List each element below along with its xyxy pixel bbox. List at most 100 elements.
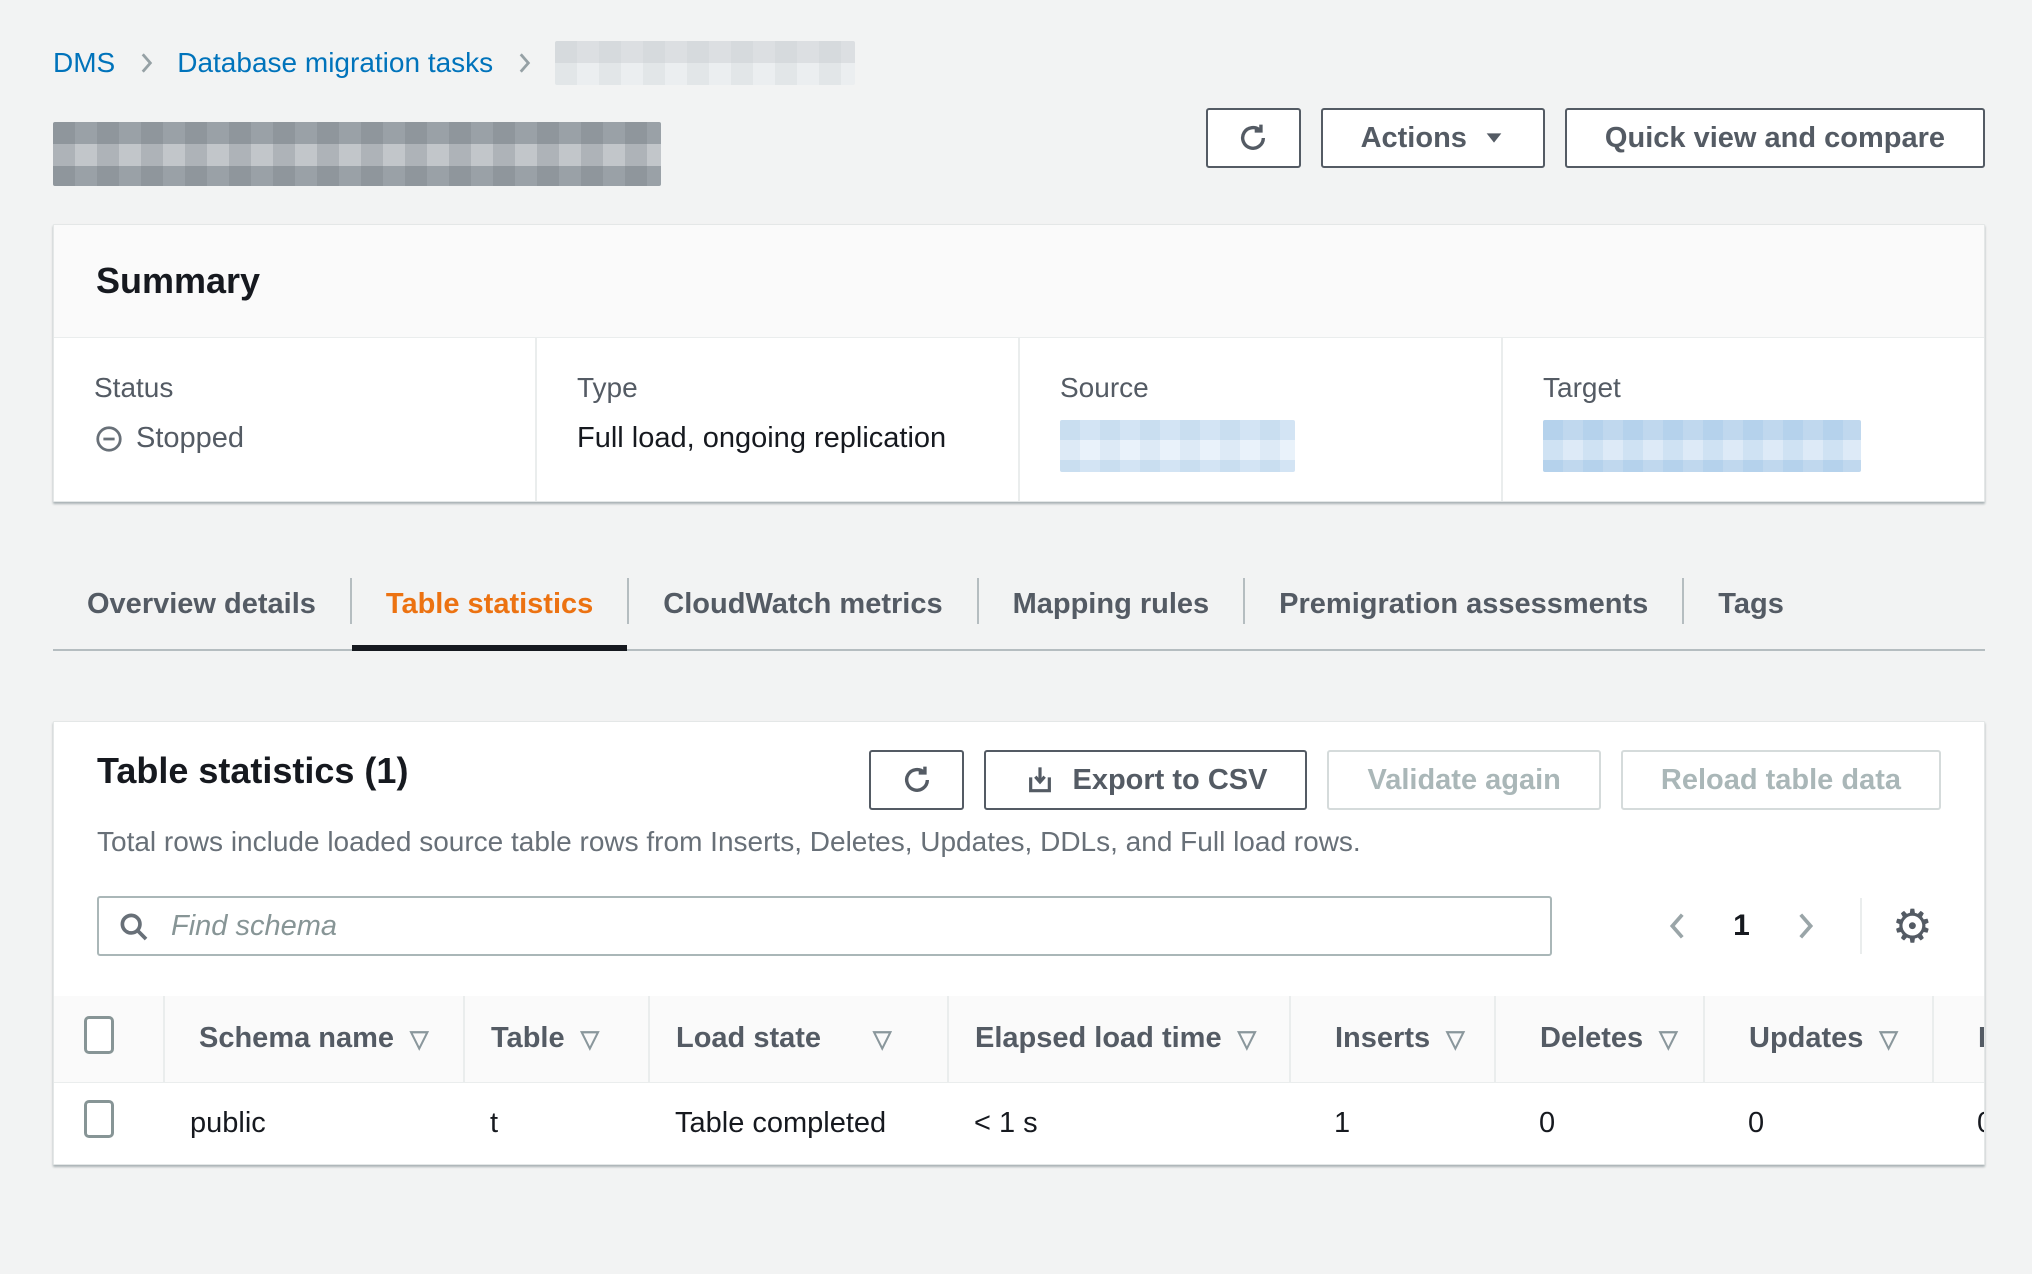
- dropdown-caret-icon: [1483, 127, 1505, 149]
- select-all-checkbox[interactable]: [84, 1015, 114, 1054]
- sort-icon[interactable]: ▽: [580, 1026, 600, 1054]
- type-label: Type: [577, 372, 638, 403]
- reload-table-data-button[interactable]: Reload table data: [1620, 750, 1941, 810]
- table-preferences-button[interactable]: ⚙: [1884, 903, 1941, 949]
- table-controls: 1 ⚙: [97, 896, 1941, 956]
- sort-icon[interactable]: ▽: [1879, 1026, 1898, 1054]
- tab-table-statistics[interactable]: Table statistics: [351, 574, 628, 651]
- task-detail-tabs: Overview details Table statistics CloudW…: [53, 574, 1985, 651]
- source-value-redacted[interactable]: [1060, 420, 1295, 472]
- cell-ddls: 0: [1933, 1082, 1984, 1164]
- export-to-csv-button[interactable]: Export to CSV: [984, 750, 1308, 810]
- actions-button[interactable]: Actions: [1320, 108, 1545, 168]
- summary-field-status: Status Stopped: [54, 338, 535, 501]
- tab-premigration-assessments[interactable]: Premigration assessments: [1279, 588, 1649, 620]
- summary-field-target: Target: [1501, 338, 1984, 501]
- summary-card: Summary Status Stopped Type Full load, o…: [53, 224, 1985, 502]
- column-header-schema-name[interactable]: Schema name ▽: [163, 996, 464, 1083]
- table-statistics-card: Table statistics (1): [53, 721, 1985, 1165]
- previous-page-button[interactable]: [1651, 909, 1705, 943]
- sort-icon[interactable]: ▽: [1446, 1026, 1465, 1054]
- breadcrumb-link-dms[interactable]: DMS: [53, 47, 116, 78]
- actions-button-label: Actions: [1360, 121, 1467, 154]
- quick-view-compare-button[interactable]: Quick view and compare: [1564, 108, 1985, 168]
- cell-schema-name: public: [164, 1082, 464, 1164]
- find-schema-input[interactable]: [97, 896, 1552, 956]
- target-label: Target: [1543, 372, 1621, 403]
- table-statistics-table: Schema name ▽ Table ▽ Load state ▽ Elapsed …: [54, 996, 1984, 1164]
- cell-updates: 0: [1704, 1082, 1933, 1164]
- pagination: 1 ⚙: [1651, 898, 1941, 954]
- summary-title: Summary: [96, 260, 261, 301]
- column-header-ddls[interactable]: DDLs▽: [1932, 996, 1984, 1083]
- tab-tags[interactable]: Tags: [1718, 588, 1784, 620]
- quick-view-compare-label: Quick view and compare: [1604, 121, 1945, 154]
- target-value-redacted[interactable]: [1543, 420, 1861, 472]
- summary-card-header: Summary: [54, 225, 1984, 338]
- breadcrumb-link-tasks[interactable]: Database migration tasks: [177, 47, 494, 78]
- export-to-csv-label: Export to CSV: [1072, 763, 1268, 796]
- type-value: Full load, ongoing replication: [577, 422, 947, 454]
- sort-icon[interactable]: ▽: [1659, 1026, 1678, 1054]
- breadcrumb-chevron-icon: [511, 50, 537, 76]
- refresh-icon: [1236, 121, 1270, 155]
- column-header-table[interactable]: Table ▽: [463, 996, 649, 1083]
- table-row: public t Table completed < 1 s 1 0 0 0: [54, 1082, 1984, 1164]
- tab-divider: [627, 578, 630, 624]
- cell-inserts: 1: [1290, 1082, 1495, 1164]
- chevron-right-icon: [1788, 909, 1822, 943]
- schema-search: [97, 896, 1552, 956]
- current-page-number: 1: [1733, 909, 1750, 942]
- table-statistics-description: Total rows include loaded source table r…: [97, 826, 1361, 857]
- refresh-icon: [900, 763, 934, 797]
- column-header-inserts[interactable]: Inserts ▽: [1289, 996, 1495, 1083]
- tab-mapping-rules[interactable]: Mapping rules: [1012, 588, 1210, 620]
- refresh-button[interactable]: [1205, 108, 1301, 168]
- row-checkbox[interactable]: [84, 1100, 114, 1139]
- status-value: Stopped: [136, 422, 245, 454]
- pagination-divider: [1859, 898, 1862, 954]
- validate-again-button[interactable]: Validate again: [1327, 750, 1601, 810]
- tab-divider: [976, 578, 979, 624]
- sort-icon[interactable]: ▽: [1237, 1026, 1257, 1054]
- breadcrumb-chevron-icon: [133, 50, 159, 76]
- gear-icon: ⚙: [1891, 900, 1933, 952]
- tab-divider: [1682, 578, 1685, 624]
- chevron-left-icon: [1661, 909, 1695, 943]
- reload-table-data-label: Reload table data: [1660, 763, 1901, 796]
- next-page-button[interactable]: [1778, 909, 1832, 943]
- column-header-deletes[interactable]: Deletes ▽: [1494, 996, 1704, 1083]
- page-title-redacted: [53, 122, 661, 186]
- search-icon: [117, 910, 151, 944]
- table-header-row: Schema name ▽ Table ▽ Load state ▽ Elapsed …: [54, 996, 1984, 1083]
- summary-field-type: Type Full load, ongoing replication: [535, 338, 1018, 501]
- validate-again-label: Validate again: [1367, 763, 1561, 796]
- breadcrumb: DMS Database migration tasks: [53, 40, 1985, 86]
- download-icon: [1024, 764, 1056, 796]
- cell-deletes: 0: [1495, 1082, 1704, 1164]
- column-header-elapsed-load-time[interactable]: Elapsed load time ▽: [947, 996, 1290, 1083]
- stopped-status-icon: [94, 424, 124, 454]
- table-statistics-title: Table statistics (1): [97, 750, 409, 791]
- breadcrumb-current-redacted: [555, 41, 856, 85]
- cell-load-state: Table completed: [649, 1082, 948, 1164]
- tab-cloudwatch-metrics[interactable]: CloudWatch metrics: [663, 588, 943, 620]
- page-header: Actions Quick view and compare: [53, 108, 1985, 186]
- table-refresh-button[interactable]: [869, 750, 965, 810]
- tab-divider: [349, 578, 352, 624]
- summary-field-source: Source: [1018, 338, 1501, 501]
- sort-icon[interactable]: ▽: [410, 1026, 429, 1054]
- source-label: Source: [1060, 372, 1149, 403]
- tab-divider: [1243, 578, 1246, 624]
- cell-table: t: [464, 1082, 649, 1164]
- sort-icon[interactable]: ▽: [873, 1026, 892, 1054]
- column-header-load-state[interactable]: Load state ▽: [648, 996, 948, 1083]
- header-actions: Actions Quick view and compare: [1205, 108, 1985, 168]
- column-header-updates[interactable]: Updates ▽: [1703, 996, 1933, 1083]
- cell-elapsed-load-time: < 1 s: [948, 1082, 1290, 1164]
- summary-body: Status Stopped Type Full load, ongoing r…: [54, 338, 1984, 501]
- tab-overview-details[interactable]: Overview details: [87, 588, 316, 620]
- status-label: Status: [94, 372, 174, 403]
- table-statistics-actions: Export to CSV Validate again Reload tabl…: [869, 750, 1941, 810]
